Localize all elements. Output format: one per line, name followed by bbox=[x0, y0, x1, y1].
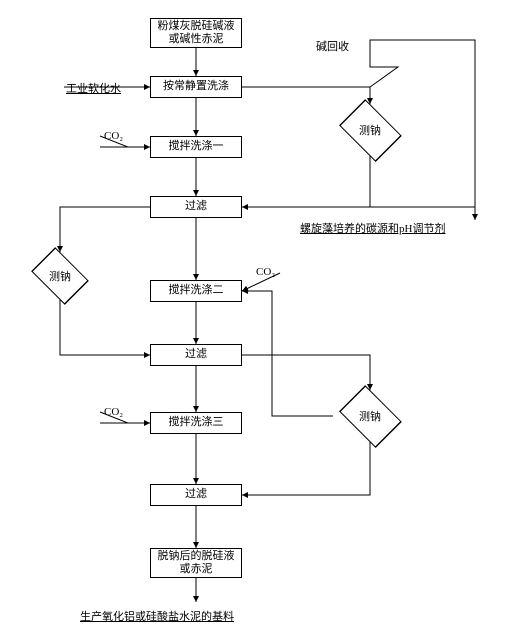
node-input-material: 粉煤灰脱硅碱液或碱性赤泥 bbox=[150, 18, 242, 48]
decision-label: 测钠 bbox=[359, 408, 381, 424]
node-stir-wash-2: 搅拌洗涤二 bbox=[150, 280, 242, 302]
decision-label: 测钠 bbox=[359, 122, 381, 138]
label-co2-3: CO₂ bbox=[104, 406, 123, 418]
decision-measure-na-top: 测钠 bbox=[352, 112, 389, 149]
label-co2-2: CO₂ bbox=[256, 266, 275, 278]
node-settle-wash: 按常静置洗涤 bbox=[150, 76, 242, 98]
label-industrial-water: 工业软化水 bbox=[66, 80, 121, 96]
node-filter-2: 过滤 bbox=[150, 344, 242, 366]
decision-label: 测钠 bbox=[49, 268, 71, 284]
flow-arrow bbox=[242, 355, 370, 390]
node-filter-1: 过滤 bbox=[150, 196, 242, 218]
flow-arrow bbox=[242, 156, 370, 207]
flow-arrow bbox=[242, 291, 333, 416]
label-algae-carbon: 螺旋藻培养的碳源和pH调节剂 bbox=[300, 220, 445, 236]
label-alkali-recovery: 碱回收 bbox=[316, 38, 349, 54]
node-stir-wash-3: 搅拌洗涤三 bbox=[150, 412, 242, 434]
flow-arrow bbox=[242, 87, 370, 104]
node-output-material: 脱钠后的脱硅液或赤泥 bbox=[150, 548, 242, 578]
decision-measure-na-right: 测钠 bbox=[352, 398, 389, 435]
flow-arrow bbox=[60, 207, 150, 252]
flow-arrow bbox=[242, 442, 370, 495]
node-stir-wash-1: 搅拌洗涤一 bbox=[150, 136, 242, 158]
flow-arrow bbox=[60, 300, 150, 355]
label-co2-1: CO₂ bbox=[104, 130, 123, 142]
label-final-product: 生产氧化铝或硅酸盐水泥的基料 bbox=[80, 608, 234, 624]
node-filter-3: 过滤 bbox=[150, 484, 242, 506]
decision-measure-na-left: 测钠 bbox=[43, 259, 77, 293]
